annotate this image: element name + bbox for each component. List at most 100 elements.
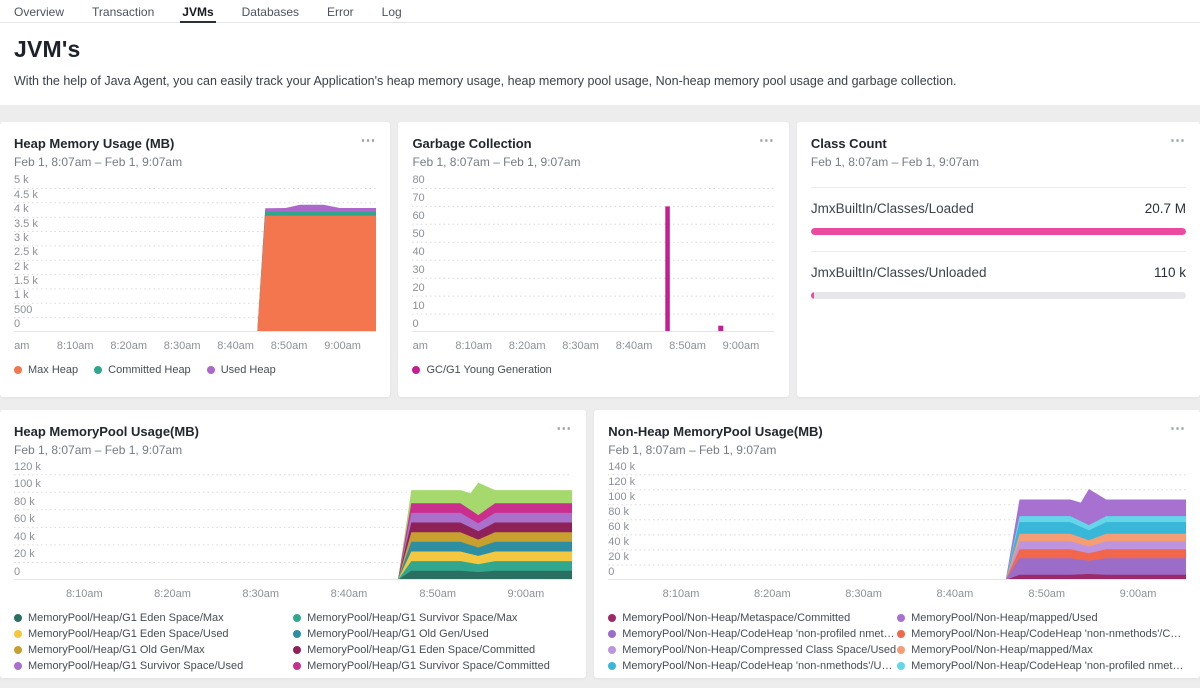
legend-item[interactable]: MemoryPool/Heap/G1 Survivor Space/Max xyxy=(293,610,572,626)
metric-value: 20.7 M xyxy=(1144,201,1186,216)
x-axis-label: 8:10am xyxy=(662,588,700,600)
legend-item[interactable]: MemoryPool/Non-Heap/mapped/Used xyxy=(897,610,1186,626)
legend-item[interactable]: MemoryPool/Heap/G1 Old Gen/Used xyxy=(293,626,572,642)
legend-item[interactable]: GC/G1 Young Generation xyxy=(412,362,552,378)
legend-label: MemoryPool/Heap/G1 Eden Space/Used xyxy=(28,628,229,640)
tab-error[interactable]: Error xyxy=(327,5,354,19)
x-axis-label: 8:50am xyxy=(270,340,308,352)
panel-title: Garbage Collection xyxy=(412,136,532,151)
tab-log[interactable]: Log xyxy=(381,5,402,19)
x-axis-label: 8:40am xyxy=(330,588,368,600)
legend-item[interactable]: MemoryPool/Non-Heap/mapped/Max xyxy=(897,642,1186,658)
legend-item[interactable]: MemoryPool/Non-Heap/Compressed Class Spa… xyxy=(608,642,897,658)
x-axis-label: am xyxy=(412,340,428,352)
legend-dot-icon xyxy=(608,614,617,622)
x-axis-label: 8:40am xyxy=(217,340,254,352)
legend-label: MemoryPool/Non-Heap/CodeHeap 'non-nmetho… xyxy=(622,660,898,672)
panel-date-range: Feb 1, 8:07am – Feb 1, 9:07am xyxy=(810,155,979,169)
legend-item[interactable]: MemoryPool/Non-Heap/Metaspace/Committed xyxy=(608,610,897,626)
legend-label: Committed Heap xyxy=(108,364,191,376)
non-heap-pool-legend: MemoryPool/Non-Heap/Metaspace/Committed M… xyxy=(608,610,1186,678)
x-axis-label: 8:30am xyxy=(562,340,599,352)
legend-item[interactable]: Used Heap xyxy=(206,362,276,378)
legend-item[interactable]: MemoryPool/Heap/G1 Eden Space/Max xyxy=(14,610,293,626)
legend-label: GC/G1 Young Generation xyxy=(426,364,552,376)
metric-label: JmxBuiltIn/Classes/Unloaded xyxy=(810,265,987,280)
metric-bar-fill xyxy=(810,292,814,299)
panel-garbage-collection: Garbage Collection Feb 1, 8:07am – Feb 1… xyxy=(398,122,789,397)
legend-label: MemoryPool/Non-Heap/CodeHeap 'non-profil… xyxy=(622,628,898,640)
legend-label: MemoryPool/Heap/G1 Survivor Space/Max xyxy=(307,612,518,624)
gc-chart[interactable]: 80 70 60 50 40 30 20 10 0 am 8:10am 8:20am 8:30am 8:4… xyxy=(412,174,775,352)
legend-label: MemoryPool/Non-Heap/mapped/Max xyxy=(911,644,1093,656)
legend-label: Used Heap xyxy=(220,364,276,376)
panel-menu-icon[interactable]: ⋯ xyxy=(1170,132,1186,149)
page-header: JVM's With the help of Java Agent, you c… xyxy=(0,23,1200,105)
legend-dot-icon xyxy=(206,366,215,374)
legend-label: Max Heap xyxy=(28,364,79,376)
panel-menu-icon[interactable]: ⋯ xyxy=(360,132,377,149)
panel-menu-icon[interactable]: ⋯ xyxy=(758,132,775,149)
class-count-metrics: JmxBuiltIn/Classes/Loaded 20.7 M JmxBuiltI… xyxy=(810,187,1186,315)
non-heap-pool-chart[interactable]: 140 k 120 k 100 k 80 k 60 k 40 k 20 k 0 8:10am 8:… xyxy=(608,461,1187,600)
metric-bar-track xyxy=(810,228,1186,235)
heap-memory-legend: Max Heap Committed Heap Used Heap xyxy=(14,362,376,378)
panel-date-range: Feb 1, 8:07am – Feb 1, 9:07am xyxy=(14,443,183,457)
x-axis-label: 8:40am xyxy=(936,588,974,600)
x-axis-label: 8:10am xyxy=(65,588,103,600)
legend-item[interactable]: Committed Heap xyxy=(94,362,191,378)
tab-databases[interactable]: Databases xyxy=(241,5,299,19)
tab-transaction[interactable]: Transaction xyxy=(92,5,155,19)
x-axis-label: 8:50am xyxy=(1028,588,1066,600)
tab-overview[interactable]: Overview xyxy=(14,5,65,19)
legend-item[interactable]: MemoryPool/Non-Heap/CodeHeap 'non-nmetho… xyxy=(897,626,1186,642)
legend-dot-icon xyxy=(14,614,22,622)
top-navigation: Overview Transaction JVMs Databases Erro… xyxy=(0,0,1200,23)
legend-dot-icon xyxy=(293,614,302,622)
x-axis-label: 9:00am xyxy=(507,588,545,600)
legend-column: MemoryPool/Heap/G1 Survivor Space/Max Mem… xyxy=(293,610,572,678)
legend-dot-icon xyxy=(897,662,906,670)
panel-title: Non-Heap MemoryPool Usage(MB) xyxy=(608,424,823,439)
page-title: JVM's xyxy=(14,36,81,62)
legend-dot-icon xyxy=(608,630,617,638)
legend-label: MemoryPool/Non-Heap/Compressed Class Spa… xyxy=(622,644,897,656)
legend-column: MemoryPool/Non-Heap/Metaspace/Committed M… xyxy=(608,610,897,678)
metric-label: JmxBuiltIn/Classes/Loaded xyxy=(810,201,974,216)
panel-title: Heap MemoryPool Usage(MB) xyxy=(14,424,199,439)
heap-pool-legend: MemoryPool/Heap/G1 Eden Space/Max MemoryP… xyxy=(14,610,572,678)
legend-item[interactable]: MemoryPool/Heap/G1 Old Gen/Committed xyxy=(14,677,293,678)
legend-item[interactable]: MemoryPool/Heap/G1 Old Gen/Max xyxy=(14,642,293,658)
panel-menu-icon[interactable]: ⋯ xyxy=(556,420,573,437)
legend-item[interactable]: MemoryPool/Heap/G1 Survivor Space/Commit… xyxy=(293,658,572,674)
x-axis-label: 8:50am xyxy=(419,588,457,600)
legend-item[interactable]: MemoryPool/Non-Heap/… xyxy=(897,677,1186,678)
panel-menu-icon[interactable]: ⋯ xyxy=(1170,420,1186,437)
legend-item[interactable]: MemoryPool/Non-Heap/CodeHeap 'non-profil… xyxy=(897,658,1186,674)
legend-item[interactable]: MemoryPool/Non-Heap/… xyxy=(608,677,897,678)
legend-item[interactable]: MemoryPool/Heap/G1 Eden Space/Committed xyxy=(293,642,572,658)
panel-title: Class Count xyxy=(810,136,887,151)
legend-item[interactable]: MemoryPool/Non-Heap/CodeHeap 'non-profil… xyxy=(608,626,897,642)
legend-label: MemoryPool/Heap/G1 Eden Space/Max xyxy=(28,612,224,624)
legend-label: MemoryPool/Non-Heap/CodeHeap 'non-profil… xyxy=(911,660,1187,672)
legend-label: MemoryPool/Heap/G1 Survivor Space/Commit… xyxy=(307,660,550,672)
x-axis-label: 9:00am xyxy=(324,340,361,352)
panel-date-range: Feb 1, 8:07am – Feb 1, 9:07am xyxy=(412,155,581,169)
panel-date-range: Feb 1, 8:07am – Feb 1, 9:07am xyxy=(608,443,777,457)
legend-item[interactable]: MemoryPool/Heap/G1 Eden Space/Used xyxy=(14,626,293,642)
panel-class-count: Class Count Feb 1, 8:07am – Feb 1, 9:07a… xyxy=(796,122,1200,397)
legend-item[interactable]: Max Heap xyxy=(14,362,78,378)
legend-dot-icon xyxy=(94,366,103,374)
legend-dot-icon xyxy=(293,646,302,654)
x-axis-label: 8:10am xyxy=(455,340,493,352)
x-axis-label: 8:20am xyxy=(753,588,791,600)
legend-label: MemoryPool/Heap/G1 Old Gen/Max xyxy=(28,644,205,656)
tab-jvms[interactable]: JVMs xyxy=(180,0,217,23)
heap-pool-chart[interactable]: 120 k 100 k 80 k 60 k 40 k 20 k 0 8:10am 8:20am 8… xyxy=(14,461,572,600)
legend-label: MemoryPool/Non-Heap/mapped/Used xyxy=(911,612,1098,624)
legend-item[interactable]: MemoryPool/Non-Heap/CodeHeap 'non-nmetho… xyxy=(608,658,897,674)
legend-item[interactable]: MemoryPool/Heap/G1 Survivor Space/Used xyxy=(14,658,293,674)
legend-dot-icon xyxy=(14,366,22,374)
